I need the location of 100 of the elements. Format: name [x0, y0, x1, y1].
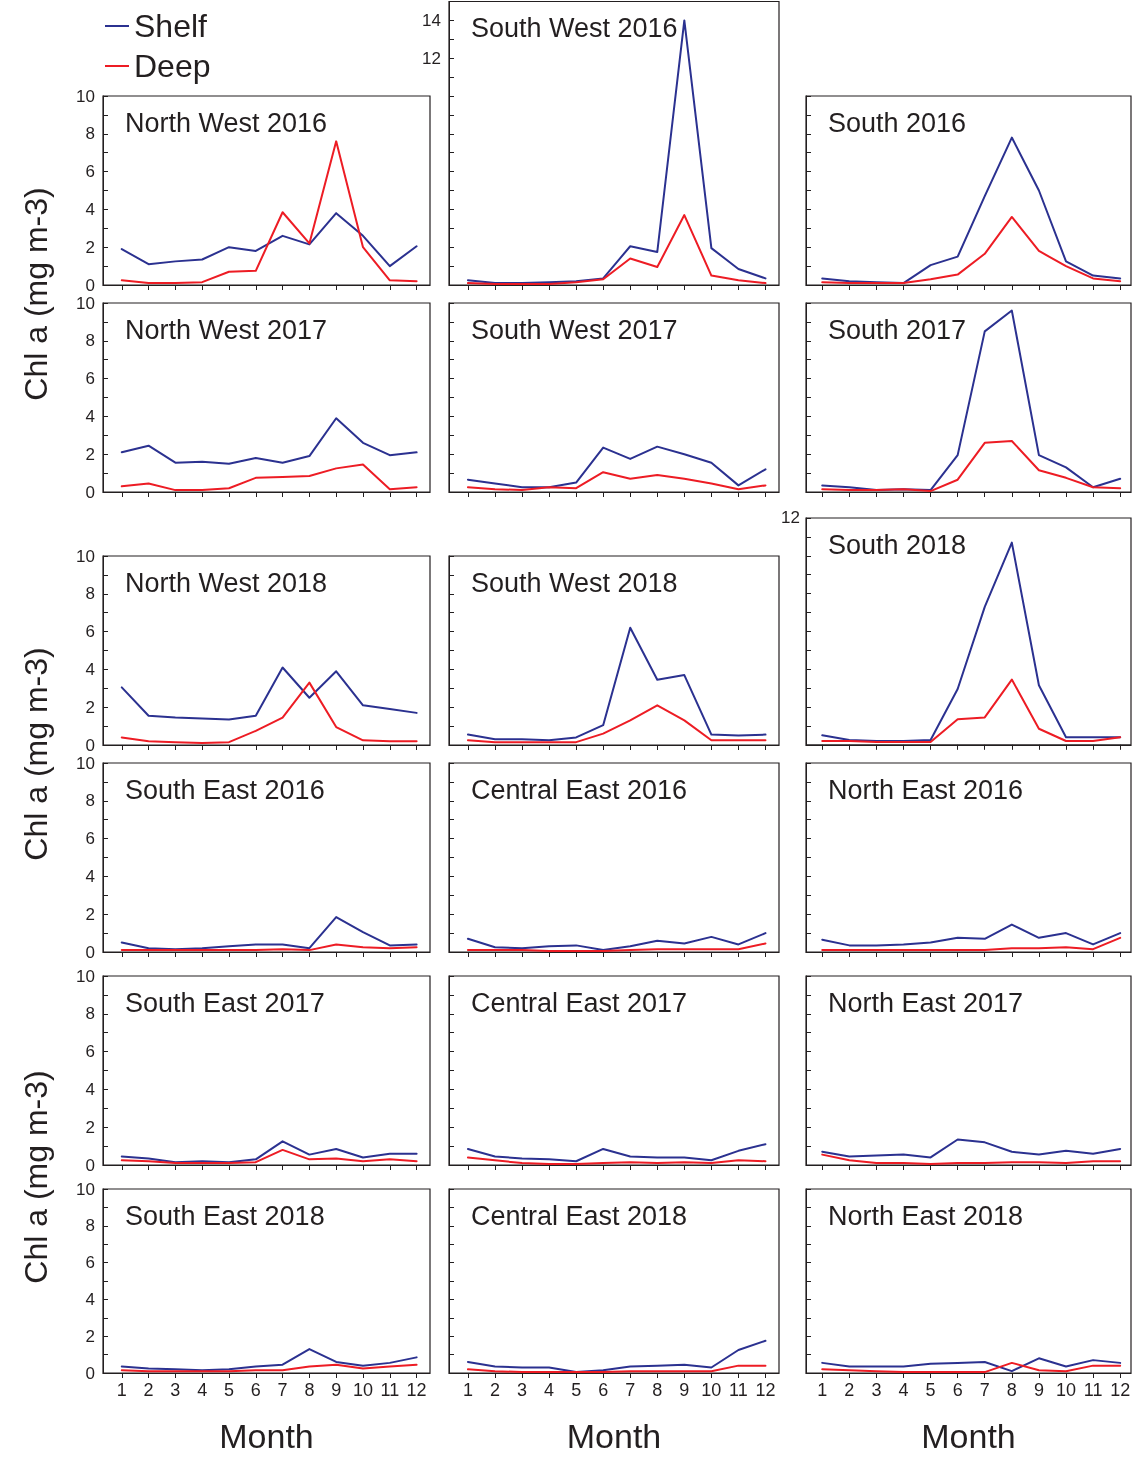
y-tick-label: 14 [422, 10, 441, 30]
y-tick-label: 10 [76, 546, 95, 566]
line-series [120, 681, 418, 745]
line-series [466, 19, 767, 285]
chart-title: South East 2016 [125, 774, 325, 805]
x-tick-label: 8 [304, 1380, 315, 1400]
y-tick-label: 2 [85, 1117, 95, 1137]
x-tick-label: 12 [406, 1380, 427, 1400]
y-tick-label: 2 [85, 444, 95, 464]
y-tick-label: 4 [85, 199, 95, 219]
legend-label: Shelf [134, 8, 208, 44]
x-tick-label: 11 [729, 1380, 748, 1400]
y-tick-label: 6 [85, 622, 95, 642]
y-tick-label: 10 [76, 86, 95, 106]
x-tick-label: 9 [1033, 1380, 1044, 1400]
x-tick-label: 8 [1006, 1380, 1017, 1400]
line-series [120, 1140, 418, 1164]
y-tick-label: 4 [85, 406, 95, 426]
x-tick-label: 10 [352, 1380, 374, 1400]
line-series [120, 666, 418, 721]
chart-title: South 2017 [828, 314, 967, 345]
y-tick-label: 8 [85, 124, 95, 144]
x-tick-label: 4 [197, 1380, 208, 1400]
y-tick-label: 8 [85, 1216, 95, 1236]
x-axis-title: Month [219, 1417, 314, 1455]
line-series [120, 1363, 418, 1373]
chart-title: South West 2016 [471, 13, 678, 43]
chart-title: North East 2017 [828, 987, 1024, 1018]
chart-title: South East 2017 [125, 987, 325, 1018]
line-series [120, 140, 418, 285]
x-tick-label: 2 [489, 1380, 500, 1400]
x-tick-label: 10 [1055, 1380, 1077, 1400]
x-tick-label: 12 [1110, 1380, 1131, 1400]
line-series [120, 916, 418, 951]
x-tick-label: 12 [755, 1380, 776, 1400]
chart-title: North East 2016 [828, 774, 1024, 805]
x-tick-label: 7 [979, 1380, 990, 1400]
y-axis-title: Chl a (mg m-3) [17, 187, 55, 401]
chart-title: North West 2016 [125, 107, 328, 138]
chart-title: South East 2018 [125, 1200, 325, 1231]
line-series [466, 214, 767, 286]
y-tick-label: 6 [85, 1042, 95, 1062]
y-tick-label: 8 [85, 1004, 95, 1024]
x-tick-label: 5 [223, 1380, 234, 1400]
text: 12 [781, 508, 801, 528]
x-tick-label: 7 [277, 1380, 288, 1400]
line-series [120, 212, 418, 268]
y-tick-label: 2 [85, 697, 95, 717]
y-tick-label: 4 [85, 659, 95, 679]
y-tick-label: 8 [85, 331, 95, 351]
y-tick-label: 0 [85, 482, 95, 502]
chart-title: Central East 2017 [471, 987, 688, 1018]
chart-title: North East 2018 [828, 1200, 1024, 1231]
x-tick-label: 4 [544, 1380, 555, 1400]
y-tick-label: 2 [85, 237, 95, 257]
y-tick-label: 8 [85, 791, 95, 811]
x-axis-title: Month [921, 1417, 1016, 1455]
y-tick-label: 0 [85, 275, 95, 295]
y-tick-label: 4 [85, 1289, 95, 1309]
x-tick-label: 2 [143, 1380, 154, 1400]
line-series [120, 417, 418, 465]
y-tick-label: 6 [85, 1253, 95, 1273]
legend-label: Deep [134, 48, 211, 84]
y-tick-label: 0 [85, 1155, 95, 1175]
x-tick-label: 5 [925, 1380, 936, 1400]
chart-title: South West 2017 [471, 314, 678, 345]
chart-title: Central East 2016 [471, 774, 688, 805]
x-tick-label: 8 [652, 1380, 663, 1400]
x-tick-label: 6 [952, 1380, 963, 1400]
chart-title: North West 2018 [125, 567, 328, 598]
x-tick-label: 1 [462, 1380, 473, 1400]
x-tick-label: 11 [1083, 1380, 1103, 1400]
chart-title: South 2016 [828, 107, 967, 138]
y-tick-label: 0 [85, 942, 95, 962]
x-tick-label: 3 [170, 1380, 181, 1400]
chart-title: Central East 2018 [471, 1200, 688, 1231]
x-tick-label: 5 [571, 1380, 582, 1400]
x-tick-label: 7 [625, 1380, 636, 1400]
y-tick-label: 10 [76, 753, 95, 773]
y-tick-label: 6 [85, 369, 95, 389]
x-tick-label: 3 [871, 1380, 882, 1400]
x-tick-label: 6 [250, 1380, 261, 1400]
x-tick-label: 4 [898, 1380, 909, 1400]
x-tick-label: 6 [598, 1380, 609, 1400]
y-tick-label: 0 [85, 1363, 95, 1383]
x-tick-label: 2 [844, 1380, 855, 1400]
x-tick-label: 1 [817, 1380, 828, 1400]
y-tick-label: 6 [85, 162, 95, 182]
y-tick-label: 4 [85, 866, 95, 886]
x-tick-label: 9 [679, 1380, 690, 1400]
y-axis-title: Chl a (mg m-3) [17, 647, 55, 861]
line-series [120, 463, 418, 492]
y-tick-label: 0 [85, 735, 95, 755]
y-tick-label: 4 [85, 1079, 95, 1099]
chart-title: South 2018 [828, 529, 967, 560]
y-tick-label: 8 [85, 584, 95, 604]
y-tick-label: 10 [76, 1179, 95, 1199]
y-tick-label: 2 [85, 1326, 95, 1346]
y-tick-label: 10 [76, 966, 95, 986]
x-tick-label: 3 [517, 1380, 528, 1400]
